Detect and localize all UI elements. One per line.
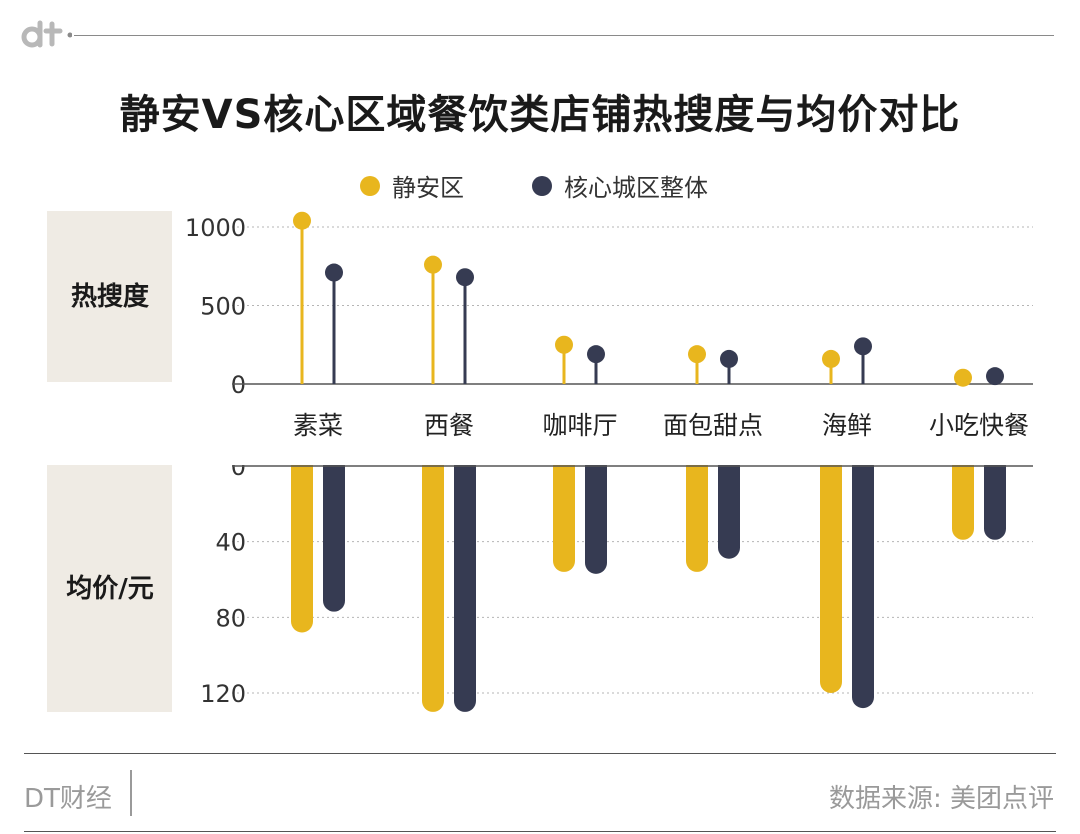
bottom-y-tick-label: 120 <box>200 680 246 708</box>
panel-box-price <box>47 465 172 712</box>
lollipop-dot <box>424 255 442 274</box>
price-bar <box>323 455 345 612</box>
category-label: 小吃快餐 <box>929 411 1029 440</box>
dt-logo <box>20 14 73 54</box>
lollipop-dot <box>822 349 840 368</box>
panel-label-hotness: 热搜度 <box>71 281 149 312</box>
lollipop-dot <box>325 263 343 282</box>
lollipop-dot <box>456 268 474 287</box>
page-bottom-divider <box>24 831 1056 832</box>
lollipop-stem <box>300 220 304 384</box>
bottom-y-tick-label: 80 <box>215 604 246 632</box>
lollipop-dot <box>293 211 311 230</box>
category-label: 西餐 <box>424 411 474 440</box>
footer-divider <box>24 753 1056 754</box>
data-source: 数据来源: 美团点评 <box>828 784 1054 814</box>
price-bar <box>820 455 842 693</box>
lollipop-stem <box>829 358 833 384</box>
category-label: 海鲜 <box>822 411 872 440</box>
price-bar <box>686 455 708 572</box>
price-bar <box>984 455 1006 540</box>
price-bar <box>585 455 607 574</box>
top-y-tick-label: 500 <box>200 293 246 321</box>
lollipop-stem <box>727 358 731 384</box>
price-bar <box>852 455 874 709</box>
lollipop-dot <box>688 345 706 364</box>
legend-swatch-jingan <box>360 175 380 196</box>
legend-item-jingan: 静安区 <box>360 168 464 203</box>
chart-title: 静安VS核心区域餐饮类店铺热搜度与均价对比 <box>119 92 961 138</box>
price-bar <box>422 455 444 712</box>
chart-legend: 静安区 核心城区整体 <box>0 168 1080 202</box>
lollipop-stem <box>695 354 699 384</box>
lollipop-stem <box>332 272 336 384</box>
lollipop-dot <box>854 337 872 356</box>
legend-label-jingan: 静安区 <box>392 174 464 202</box>
price-bar <box>291 455 313 633</box>
lollipop-stem <box>463 277 467 384</box>
bottom-y-tick-label: 40 <box>215 529 246 557</box>
panel-label-price: 均价/元 <box>66 574 154 604</box>
top-y-tick-label: 0 <box>231 371 246 399</box>
legend-swatch-core <box>532 175 552 196</box>
lollipop-stem <box>594 354 598 384</box>
bottom-baseline-mask <box>232 452 1033 465</box>
lollipop-dot <box>587 345 605 364</box>
lollipop-stem <box>431 264 435 384</box>
top-divider <box>74 35 1054 36</box>
legend-label-core: 核心城区整体 <box>564 174 708 202</box>
lollipop-stem <box>562 344 566 384</box>
brand-separator <box>130 770 132 816</box>
lollipop-dot <box>555 335 573 354</box>
top-y-tick-label: 1000 <box>185 214 246 242</box>
lollipop-stem <box>861 346 865 384</box>
lollipop-dot <box>986 367 1004 386</box>
category-label: 咖啡厅 <box>542 411 617 440</box>
brand-name: DT财经 <box>24 784 112 814</box>
category-label: 面包甜点 <box>663 411 763 440</box>
price-bar <box>952 455 974 540</box>
category-label: 素菜 <box>293 411 343 440</box>
lollipop-dot <box>954 368 972 387</box>
price-bar <box>454 455 476 712</box>
lollipop-dot <box>720 349 738 368</box>
panel-box-hotness <box>47 211 172 382</box>
legend-item-core: 核心城区整体 <box>532 168 708 203</box>
price-bar <box>553 455 575 572</box>
dt-logo-mark <box>21 20 73 48</box>
price-bar <box>718 455 740 559</box>
